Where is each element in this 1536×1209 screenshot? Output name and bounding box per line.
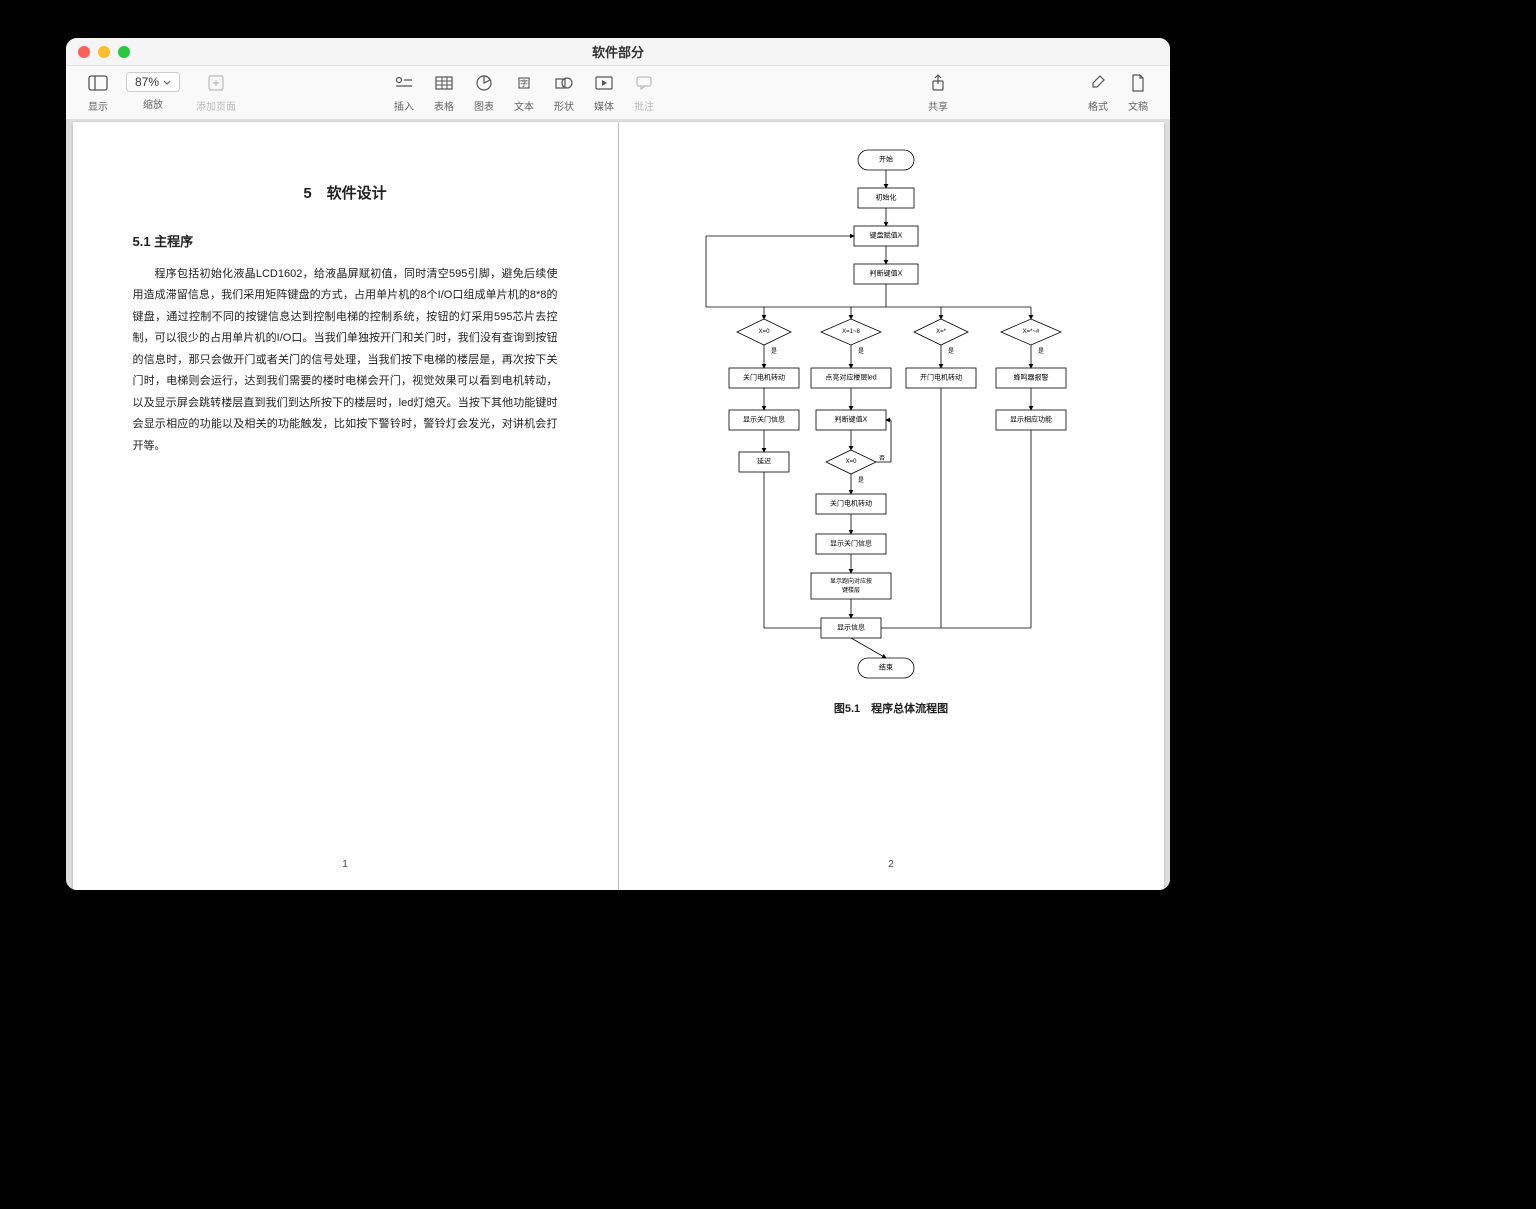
svg-text:是: 是: [771, 348, 777, 355]
table-button[interactable]: 表格: [424, 68, 464, 117]
view-button[interactable]: 显示: [78, 68, 118, 117]
document-area[interactable]: 5 软件设计 5.1 主程序 程序包括初始化液晶LCD1602，给液晶屏赋初值，…: [66, 120, 1170, 890]
svg-text:初始化: 初始化: [876, 193, 897, 202]
svg-text:显示相应功能: 显示相应功能: [1010, 415, 1052, 424]
svg-text:结束: 结束: [879, 663, 893, 672]
svg-text:X=*~#: X=*~#: [1023, 329, 1040, 335]
svg-text:显示关门信息: 显示关门信息: [743, 415, 785, 424]
chevron-down-icon: [163, 80, 171, 85]
svg-text:是: 是: [858, 477, 864, 484]
insert-button[interactable]: 插入: [384, 68, 424, 117]
zoom-value[interactable]: 87%: [126, 72, 180, 92]
plus-page-icon: [205, 72, 227, 94]
chart-icon: [473, 72, 495, 94]
svg-text:判断键值X: 判断键值X: [835, 415, 868, 424]
page-2: 开始初始化键盘赋值X判断键值XX=0是X=1~8是X=*是X=*~#是关门电机转…: [619, 122, 1164, 890]
svg-text:显示关门信息: 显示关门信息: [830, 539, 872, 548]
titlebar: 软件部分: [66, 38, 1170, 66]
chart-button[interactable]: 图表: [464, 68, 504, 117]
svg-text:关门电机转动: 关门电机转动: [743, 373, 785, 382]
svg-text:延迟: 延迟: [757, 457, 771, 466]
section-heading: 5.1 主程序: [133, 231, 558, 250]
chapter-heading: 5 软件设计: [133, 182, 558, 203]
svg-text:蜂鸣器报警: 蜂鸣器报警: [1014, 373, 1049, 382]
text-icon: 字: [513, 72, 535, 94]
traffic-lights: [78, 46, 130, 58]
share-button[interactable]: 共享: [918, 68, 958, 117]
comment-icon: [633, 72, 655, 94]
svg-text:是: 是: [948, 348, 954, 355]
media-button[interactable]: 媒体: [584, 68, 624, 117]
text-button[interactable]: 字 文本: [504, 68, 544, 117]
svg-text:X=1~8: X=1~8: [842, 329, 860, 335]
page-number: 2: [619, 859, 1164, 870]
svg-text:开始: 开始: [879, 155, 893, 164]
body-paragraph: 程序包括初始化液晶LCD1602，给液晶屏赋初值，同时清空595引脚，避免后续使…: [133, 264, 558, 457]
svg-text:是: 是: [1038, 348, 1044, 355]
svg-text:键楼层: 键楼层: [842, 586, 860, 594]
svg-text:显示跑向对应按: 显示跑向对应按: [830, 577, 872, 585]
svg-text:点亮对应楼层led: 点亮对应楼层led: [825, 373, 876, 382]
sidebar-icon: [87, 72, 109, 94]
svg-text:否: 否: [879, 455, 885, 462]
svg-text:X=0: X=0: [846, 459, 858, 465]
share-icon: [927, 72, 949, 94]
media-icon: [593, 72, 615, 94]
insert-icon: [393, 72, 415, 94]
toolbar: 显示 87% 缩放 添加页面 插入 表格 图表: [66, 66, 1170, 120]
svg-text:X=0: X=0: [759, 329, 771, 335]
svg-text:关门电机转动: 关门电机转动: [830, 499, 872, 508]
shape-icon: [553, 72, 575, 94]
figure-caption: 图5.1 程序总体流程图: [649, 700, 1134, 716]
page-number: 1: [73, 859, 618, 870]
shape-button[interactable]: 形状: [544, 68, 584, 117]
fullscreen-window-button[interactable]: [118, 46, 130, 58]
svg-text:显示信息: 显示信息: [837, 623, 865, 632]
add-page-button[interactable]: 添加页面: [188, 68, 244, 117]
app-window: 软件部分 显示 87% 缩放 添加页面 插入 表: [66, 38, 1170, 890]
brush-icon: [1087, 72, 1109, 94]
svg-text:字: 字: [520, 78, 528, 88]
document-button[interactable]: 文稿: [1118, 68, 1158, 117]
format-button[interactable]: 格式: [1078, 68, 1118, 117]
table-icon: [433, 72, 455, 94]
comment-button[interactable]: 批注: [624, 68, 664, 117]
svg-text:判断键值X: 判断键值X: [870, 269, 903, 278]
flowchart: 开始初始化键盘赋值X判断键值XX=0是X=1~8是X=*是X=*~#是关门电机转…: [686, 142, 1096, 692]
zoom-button[interactable]: 87% 缩放: [118, 68, 188, 115]
window-title: 软件部分: [592, 42, 644, 61]
minimize-window-button[interactable]: [98, 46, 110, 58]
page-1: 5 软件设计 5.1 主程序 程序包括初始化液晶LCD1602，给液晶屏赋初值，…: [73, 122, 618, 890]
close-window-button[interactable]: [78, 46, 90, 58]
svg-text:键盘赋值X: 键盘赋值X: [870, 231, 903, 240]
svg-text:是: 是: [858, 348, 864, 355]
svg-text:开门电机转动: 开门电机转动: [920, 373, 962, 382]
document-icon: [1127, 72, 1149, 94]
svg-text:X=*: X=*: [936, 329, 947, 335]
